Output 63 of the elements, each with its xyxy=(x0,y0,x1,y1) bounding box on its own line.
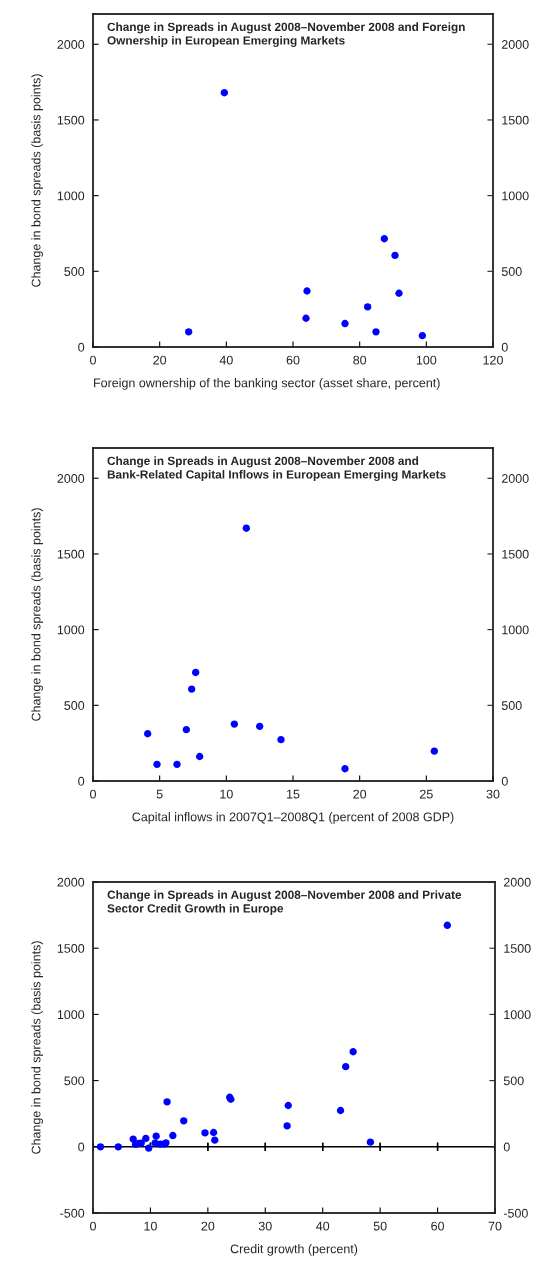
x-axis-title: Capital inflows in 2007Q1–2008Q1 (percent of 2008 GDP) xyxy=(132,812,454,824)
x-tick-label: 30 xyxy=(258,1221,272,1231)
y-tick-label: 1000 xyxy=(57,625,85,635)
x-tick-label: 60 xyxy=(286,355,300,365)
x-tick-label: 40 xyxy=(316,1221,330,1231)
x-tick-label: 15 xyxy=(287,789,300,799)
x-tick-label: 0 xyxy=(90,1221,96,1231)
y-tick-label: 500 xyxy=(64,701,85,710)
text: Change in Spreads in August 2008–November 2008 and Bank-Related Capital Inflows in European Emerging Markets xyxy=(107,456,446,481)
y2-tick-label: 2000 xyxy=(501,474,529,483)
x-tick-label: 10 xyxy=(144,1221,157,1231)
y-tick-label: 1000 xyxy=(57,1010,85,1020)
x-tick-label: 120 xyxy=(483,355,503,365)
y2-tick-label: 1500 xyxy=(504,944,531,953)
x-axis-title: Credit growth (percent) xyxy=(230,1244,358,1256)
y-axis-title: Change in bond spreads (basis points) xyxy=(31,941,43,1154)
x-tick-label: 10 xyxy=(220,789,233,799)
y-tick-label: 0 xyxy=(78,342,85,352)
y2-tick-label: 1000 xyxy=(504,1010,531,1020)
y-tick-label: 1500 xyxy=(57,549,85,559)
y2-tick-label: 1500 xyxy=(502,115,529,125)
x-axis-title: Foreign ownership of the banking sector (asset share, percent) xyxy=(94,378,440,390)
y-tick-label: 500 xyxy=(64,1076,85,1086)
y-tick-label: 1500 xyxy=(57,944,85,953)
text: Change in Spreads in August 2008–November 2008 and Private Sector Credit Growth in Europe xyxy=(107,890,462,915)
x-tick-label: 50 xyxy=(373,1221,387,1231)
y2-tick-label: 500 xyxy=(501,701,522,710)
y2-tick-label: 2000 xyxy=(503,877,531,887)
x-tick-label: 20 xyxy=(153,355,167,365)
x-tick-label: 30 xyxy=(486,789,500,799)
x-tick-label: 0 xyxy=(90,789,96,799)
y2-tick-label: 1000 xyxy=(502,191,529,201)
x-tick-label: 0 xyxy=(90,355,96,365)
x-tick-label: 100 xyxy=(416,355,437,365)
x-tick-label: 80 xyxy=(353,355,367,365)
y2-tick-label: 1000 xyxy=(502,625,529,635)
y2-tick-label: 0 xyxy=(501,342,508,352)
y2-tick-label: 1500 xyxy=(502,549,529,559)
y2-tick-label: 0 xyxy=(501,776,508,786)
x-tick-label: 20 xyxy=(353,789,367,799)
y-tick-label: 2000 xyxy=(57,474,85,483)
y2-tick-label: 500 xyxy=(503,1076,524,1086)
y-tick-label: 0 xyxy=(78,776,85,786)
x-tick-label: 40 xyxy=(219,355,233,365)
y2-tick-label: 500 xyxy=(501,267,522,276)
y-tick-label: 2000 xyxy=(57,40,85,49)
y2-tick-label: -500 xyxy=(503,1208,528,1218)
y-axis-title: Change in bond spreads (basis points) xyxy=(31,508,43,721)
y-tick-label: -500 xyxy=(60,1208,85,1218)
y-tick-label: 500 xyxy=(64,267,85,276)
x-tick-label: 20 xyxy=(201,1221,215,1231)
y-tick-label: 0 xyxy=(78,1142,85,1152)
text: Change in Spreads in August 2008–November 2008 and Foreign Ownership in European Emerging Markets xyxy=(107,22,465,47)
y2-tick-label: 0 xyxy=(503,1142,510,1152)
y-tick-label: 2000 xyxy=(57,877,85,887)
y2-tick-label: 2000 xyxy=(501,40,529,49)
y-axis-title: Change in bond spreads (basis points) xyxy=(31,74,43,287)
x-tick-label: 60 xyxy=(431,1221,445,1231)
y-tick-label: 1500 xyxy=(57,115,85,125)
y-tick-label: 1000 xyxy=(57,191,85,201)
x-tick-label: 25 xyxy=(420,789,433,799)
x-tick-label: 5 xyxy=(156,789,163,799)
x-tick-label: 70 xyxy=(488,1221,502,1231)
